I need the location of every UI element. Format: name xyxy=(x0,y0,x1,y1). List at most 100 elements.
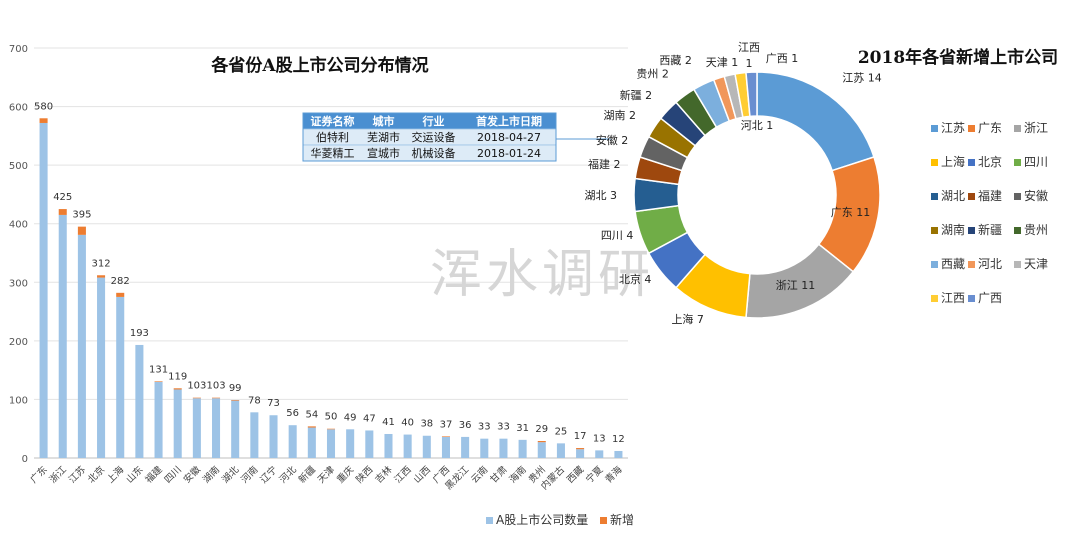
donut-label: 江苏 14 xyxy=(842,72,882,85)
bar-data-label: 78 xyxy=(248,395,261,406)
bar-data-label: 425 xyxy=(53,192,72,203)
bar-new xyxy=(231,400,240,401)
x-tick-label: 北京 xyxy=(85,464,107,486)
bar-data-label: 31 xyxy=(516,423,529,434)
bar-base xyxy=(288,425,297,458)
legend-swatch xyxy=(931,295,938,302)
table-border xyxy=(302,112,557,162)
bar-x-axis: 广东浙江江苏北京上海山东福建四川安徽湖南湖北河南辽宁河北新疆天津重庆陕西吉林江西… xyxy=(28,463,625,492)
bar-base xyxy=(441,436,450,458)
x-tick-label: 河南 xyxy=(239,464,261,486)
y-tick-label: 500 xyxy=(9,161,28,172)
bar-base xyxy=(614,450,623,458)
bar-base xyxy=(518,439,527,458)
donut-label: 四川 4 xyxy=(601,229,634,242)
x-tick-label: 广东 xyxy=(28,464,50,486)
bar-base xyxy=(250,412,259,458)
table-cell: 芜湖市 xyxy=(367,130,400,144)
x-tick-label: 江西 xyxy=(393,464,414,485)
legend-swatch xyxy=(931,125,938,132)
bar-data-label: 119 xyxy=(168,371,187,382)
x-tick-label: 海南 xyxy=(507,464,529,486)
bar-data-label: 38 xyxy=(420,419,433,430)
bar-data-label: 73 xyxy=(267,398,280,409)
table-header-cell: 首发上市日期 xyxy=(476,114,542,128)
x-tick-label: 宁夏 xyxy=(583,463,605,485)
x-tick-label: 山东 xyxy=(124,464,146,486)
bar-new xyxy=(116,292,125,297)
x-tick-label: 西藏 xyxy=(564,463,586,485)
donut-chart xyxy=(633,71,881,319)
table-header-cell: 行业 xyxy=(422,114,445,128)
x-tick-label: 重庆 xyxy=(334,463,356,485)
legend-label: 北京 xyxy=(978,155,1002,169)
legend-swatch xyxy=(931,193,938,200)
bar-new xyxy=(39,118,48,123)
bar-base xyxy=(307,427,316,458)
x-tick-label: 四川 xyxy=(163,464,184,485)
legend-swatch xyxy=(968,125,975,132)
bar-base xyxy=(116,296,125,458)
x-tick-label: 辽宁 xyxy=(258,464,280,486)
x-tick-label: 山西 xyxy=(412,464,433,485)
bar-data-label: 49 xyxy=(344,412,357,423)
x-tick-label: 天津 xyxy=(316,464,338,486)
table-cell: 华菱精工 xyxy=(311,146,355,160)
bar-data-label: 312 xyxy=(92,258,111,269)
x-tick-label: 吉林 xyxy=(373,463,395,485)
x-tick-label: 青海 xyxy=(603,463,625,485)
legend-label: 广西 xyxy=(978,291,1002,305)
bar-base xyxy=(192,398,201,458)
bar-base xyxy=(480,438,489,458)
donut-label: 贵州 2 xyxy=(636,68,669,81)
bar-y-axis: 0 100 200 300 400 500 600 700 xyxy=(9,44,28,465)
y-tick-label: 200 xyxy=(9,337,28,348)
x-tick-label: 上海 xyxy=(104,463,126,485)
bar-series xyxy=(39,118,623,458)
table-header-cell: 城市 xyxy=(373,114,395,128)
legend-swatch xyxy=(968,227,975,234)
donut-slice xyxy=(745,71,758,118)
donut-label-value: 1 xyxy=(746,57,753,70)
bar-new xyxy=(192,397,201,399)
bar-data-label: 12 xyxy=(612,434,625,445)
bar-chart-title: 各省份A股上市公司分布情况 xyxy=(210,55,428,76)
legend-label: 新疆 xyxy=(978,222,1002,237)
bar-data-label: 56 xyxy=(286,408,299,419)
donut-chart-title: 2018年各省新增上市公司 xyxy=(858,47,1058,68)
bar-data-label: 25 xyxy=(555,426,568,437)
bar-base xyxy=(576,449,585,458)
bar-base xyxy=(58,214,67,458)
legend-swatch xyxy=(1014,125,1021,132)
legend-swatch xyxy=(931,227,938,234)
x-tick-label: 新疆 xyxy=(296,463,318,485)
table-cell: 伯特利 xyxy=(316,130,349,144)
legend-label: 河北 xyxy=(978,257,1002,271)
legend-swatch xyxy=(486,517,493,524)
donut-label: 广西 1 xyxy=(766,52,799,65)
x-tick-label: 湖北 xyxy=(220,464,242,486)
y-tick-label: 300 xyxy=(9,278,28,289)
bar-data-label: 13 xyxy=(593,433,606,444)
y-tick-label: 0 xyxy=(22,454,28,465)
table-cell: 2018-04-27 xyxy=(477,131,541,144)
bar-data-label: 33 xyxy=(497,422,510,433)
y-tick-label: 700 xyxy=(9,44,28,55)
bar-new xyxy=(441,436,450,437)
legend-label: 福建 xyxy=(978,188,1002,203)
legend-label: 广东 xyxy=(978,121,1002,135)
legend-swatch xyxy=(600,517,607,524)
legend-label: A股上市公司数量 xyxy=(496,512,588,527)
legend-label: 江西 xyxy=(941,291,965,305)
bar-base xyxy=(595,450,604,458)
bar-new xyxy=(537,441,546,443)
legend-label: 天津 xyxy=(1024,257,1048,271)
legend-label: 湖北 xyxy=(941,188,965,203)
legend-swatch xyxy=(1014,261,1021,268)
x-tick-label: 云南 xyxy=(468,464,490,486)
bar-base xyxy=(461,436,470,458)
table-cell: 宣城市 xyxy=(367,146,400,160)
bar-base xyxy=(77,234,86,458)
watermark: 浑水调研 xyxy=(430,245,654,305)
